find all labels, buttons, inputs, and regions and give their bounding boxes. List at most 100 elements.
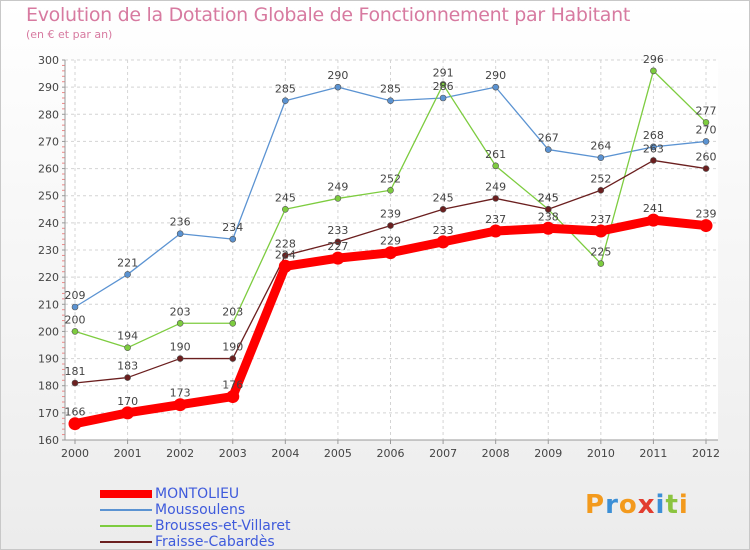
- data-labels: 209 221 236 234 285 290 285 286 290 267 264 268 270 2…: [65, 53, 717, 419]
- data-point-moussoulens: [702, 138, 710, 145]
- data-point-moussoulens: [439, 94, 447, 102]
- legend-swatch-montolieu: [100, 490, 152, 498]
- x-tick-label: 2012: [692, 447, 720, 460]
- data-label-fraisse-cabard-s: 183: [117, 360, 138, 373]
- x-tick-label: 2010: [587, 447, 615, 460]
- data-point-brousses-et-villaret: [176, 319, 184, 327]
- data-point-fraisse-cabard-s: [650, 157, 657, 164]
- data-point-montolieu: [489, 224, 503, 238]
- data-label-moussoulens: 285: [380, 83, 401, 96]
- data-label-montolieu: 166: [65, 406, 86, 419]
- data-label-fraisse-cabard-s: 263: [643, 142, 664, 155]
- data-point-brousses-et-villaret: [282, 205, 289, 213]
- data-point-brousses-et-villaret: [597, 260, 605, 267]
- data-label-brousses-et-villaret: 249: [327, 180, 348, 193]
- x-tick-label: 2005: [324, 447, 352, 460]
- data-label-brousses-et-villaret: 203: [170, 305, 191, 318]
- y-tick-label: 260: [38, 163, 59, 176]
- data-point-montolieu: [226, 390, 240, 404]
- data-label-brousses-et-villaret: 245: [275, 191, 296, 204]
- x-tick-label: 2007: [429, 447, 457, 460]
- data-point-montolieu: [68, 417, 82, 431]
- data-label-fraisse-cabard-s: 260: [696, 151, 717, 164]
- legend-label-moussoulens: Moussoulens: [155, 502, 246, 518]
- data-point-moussoulens: [492, 83, 499, 91]
- data-label-fraisse-cabard-s: 239: [380, 208, 401, 221]
- data-point-moussoulens: [229, 235, 237, 243]
- data-label-moussoulens: 234: [222, 221, 243, 234]
- data-point-moussoulens: [650, 143, 657, 151]
- data-label-moussoulens: 290: [485, 69, 506, 82]
- data-label-montolieu: 241: [643, 202, 664, 215]
- data-point-fraisse-cabard-s: [387, 222, 394, 229]
- data-point-montolieu: [278, 259, 292, 273]
- data-point-moussoulens: [334, 83, 342, 91]
- data-label-montolieu: 239: [696, 208, 717, 221]
- data-point-brousses-et-villaret: [71, 328, 79, 335]
- data-label-montolieu: 170: [117, 395, 138, 408]
- data-point-fraisse-cabard-s: [334, 238, 342, 246]
- data-point-fraisse-cabard-s: [124, 374, 131, 381]
- logo-letter: i: [678, 490, 689, 520]
- data-point-montolieu: [384, 246, 397, 260]
- data-label-fraisse-cabard-s: 252: [590, 172, 611, 185]
- data-label-fraisse-cabard-s: 228: [275, 237, 296, 250]
- data-label-brousses-et-villaret: 277: [696, 104, 717, 117]
- data-point-moussoulens: [124, 271, 131, 278]
- data-label-montolieu: 176: [222, 379, 243, 392]
- data-point-brousses-et-villaret: [229, 319, 237, 327]
- logo-letter: o: [618, 490, 638, 520]
- data-label-moussoulens: 209: [65, 289, 86, 302]
- data-point-fraisse-cabard-s: [492, 195, 499, 202]
- data-label-moussoulens: 285: [275, 83, 296, 96]
- series-layer: [68, 67, 713, 431]
- data-label-montolieu: 227: [327, 240, 348, 253]
- data-point-fraisse-cabard-s: [702, 165, 710, 172]
- data-label-brousses-et-villaret: 245: [538, 191, 559, 204]
- logo-letter: i: [655, 490, 666, 520]
- data-point-montolieu: [646, 213, 660, 227]
- data-label-montolieu: 237: [485, 213, 506, 226]
- data-label-moussoulens: 268: [643, 129, 664, 142]
- y-tick-label: 160: [38, 434, 59, 447]
- y-tick-label: 220: [38, 271, 59, 284]
- logo-letter: x: [637, 490, 656, 520]
- data-label-fraisse-cabard-s: 233: [327, 224, 348, 237]
- y-tick-label: 180: [38, 380, 59, 393]
- data-label-montolieu: 233: [433, 224, 454, 237]
- y-tick-label: 170: [38, 407, 59, 420]
- x-tick-label: 2001: [114, 447, 142, 460]
- data-point-montolieu: [594, 224, 608, 238]
- data-point-moussoulens: [387, 97, 394, 105]
- data-point-brousses-et-villaret: [334, 195, 342, 202]
- data-label-brousses-et-villaret: 261: [485, 148, 506, 161]
- x-tick-label: 2011: [639, 447, 667, 460]
- data-label-brousses-et-villaret: 200: [65, 313, 86, 326]
- data-point-moussoulens: [544, 146, 552, 153]
- chart-title: Evolution de la Dotation Globale de Fonc…: [26, 4, 631, 26]
- data-point-brousses-et-villaret: [492, 162, 499, 170]
- axes: 160 170 180 190 200 210 220 230 240 250 260 270 280 2…: [38, 54, 720, 460]
- data-point-brousses-et-villaret: [702, 119, 710, 126]
- x-tick-label: 2004: [271, 447, 299, 460]
- legend-swatch-moussoulens: [100, 509, 152, 511]
- x-tick-label: 2006: [377, 447, 405, 460]
- y-tick-label: 300: [38, 54, 59, 67]
- logo-letter: r: [605, 490, 619, 520]
- data-point-brousses-et-villaret: [650, 67, 657, 75]
- data-point-moussoulens: [176, 230, 184, 238]
- data-point-montolieu: [121, 406, 135, 420]
- data-point-montolieu: [436, 235, 450, 249]
- data-label-brousses-et-villaret: 203: [222, 305, 243, 318]
- data-label-montolieu: 238: [538, 210, 559, 223]
- y-tick-label: 240: [38, 217, 59, 230]
- data-label-fraisse-cabard-s: 245: [538, 191, 559, 204]
- data-point-fraisse-cabard-s: [282, 252, 289, 259]
- data-point-fraisse-cabard-s: [71, 379, 79, 387]
- chart-subtitle: (en € et par an): [26, 28, 113, 41]
- data-label-moussoulens: 286: [433, 80, 454, 93]
- data-label-moussoulens: 221: [117, 256, 138, 269]
- y-tick-label: 290: [38, 81, 59, 94]
- x-tick-label: 2003: [219, 447, 247, 460]
- data-point-fraisse-cabard-s: [176, 355, 184, 362]
